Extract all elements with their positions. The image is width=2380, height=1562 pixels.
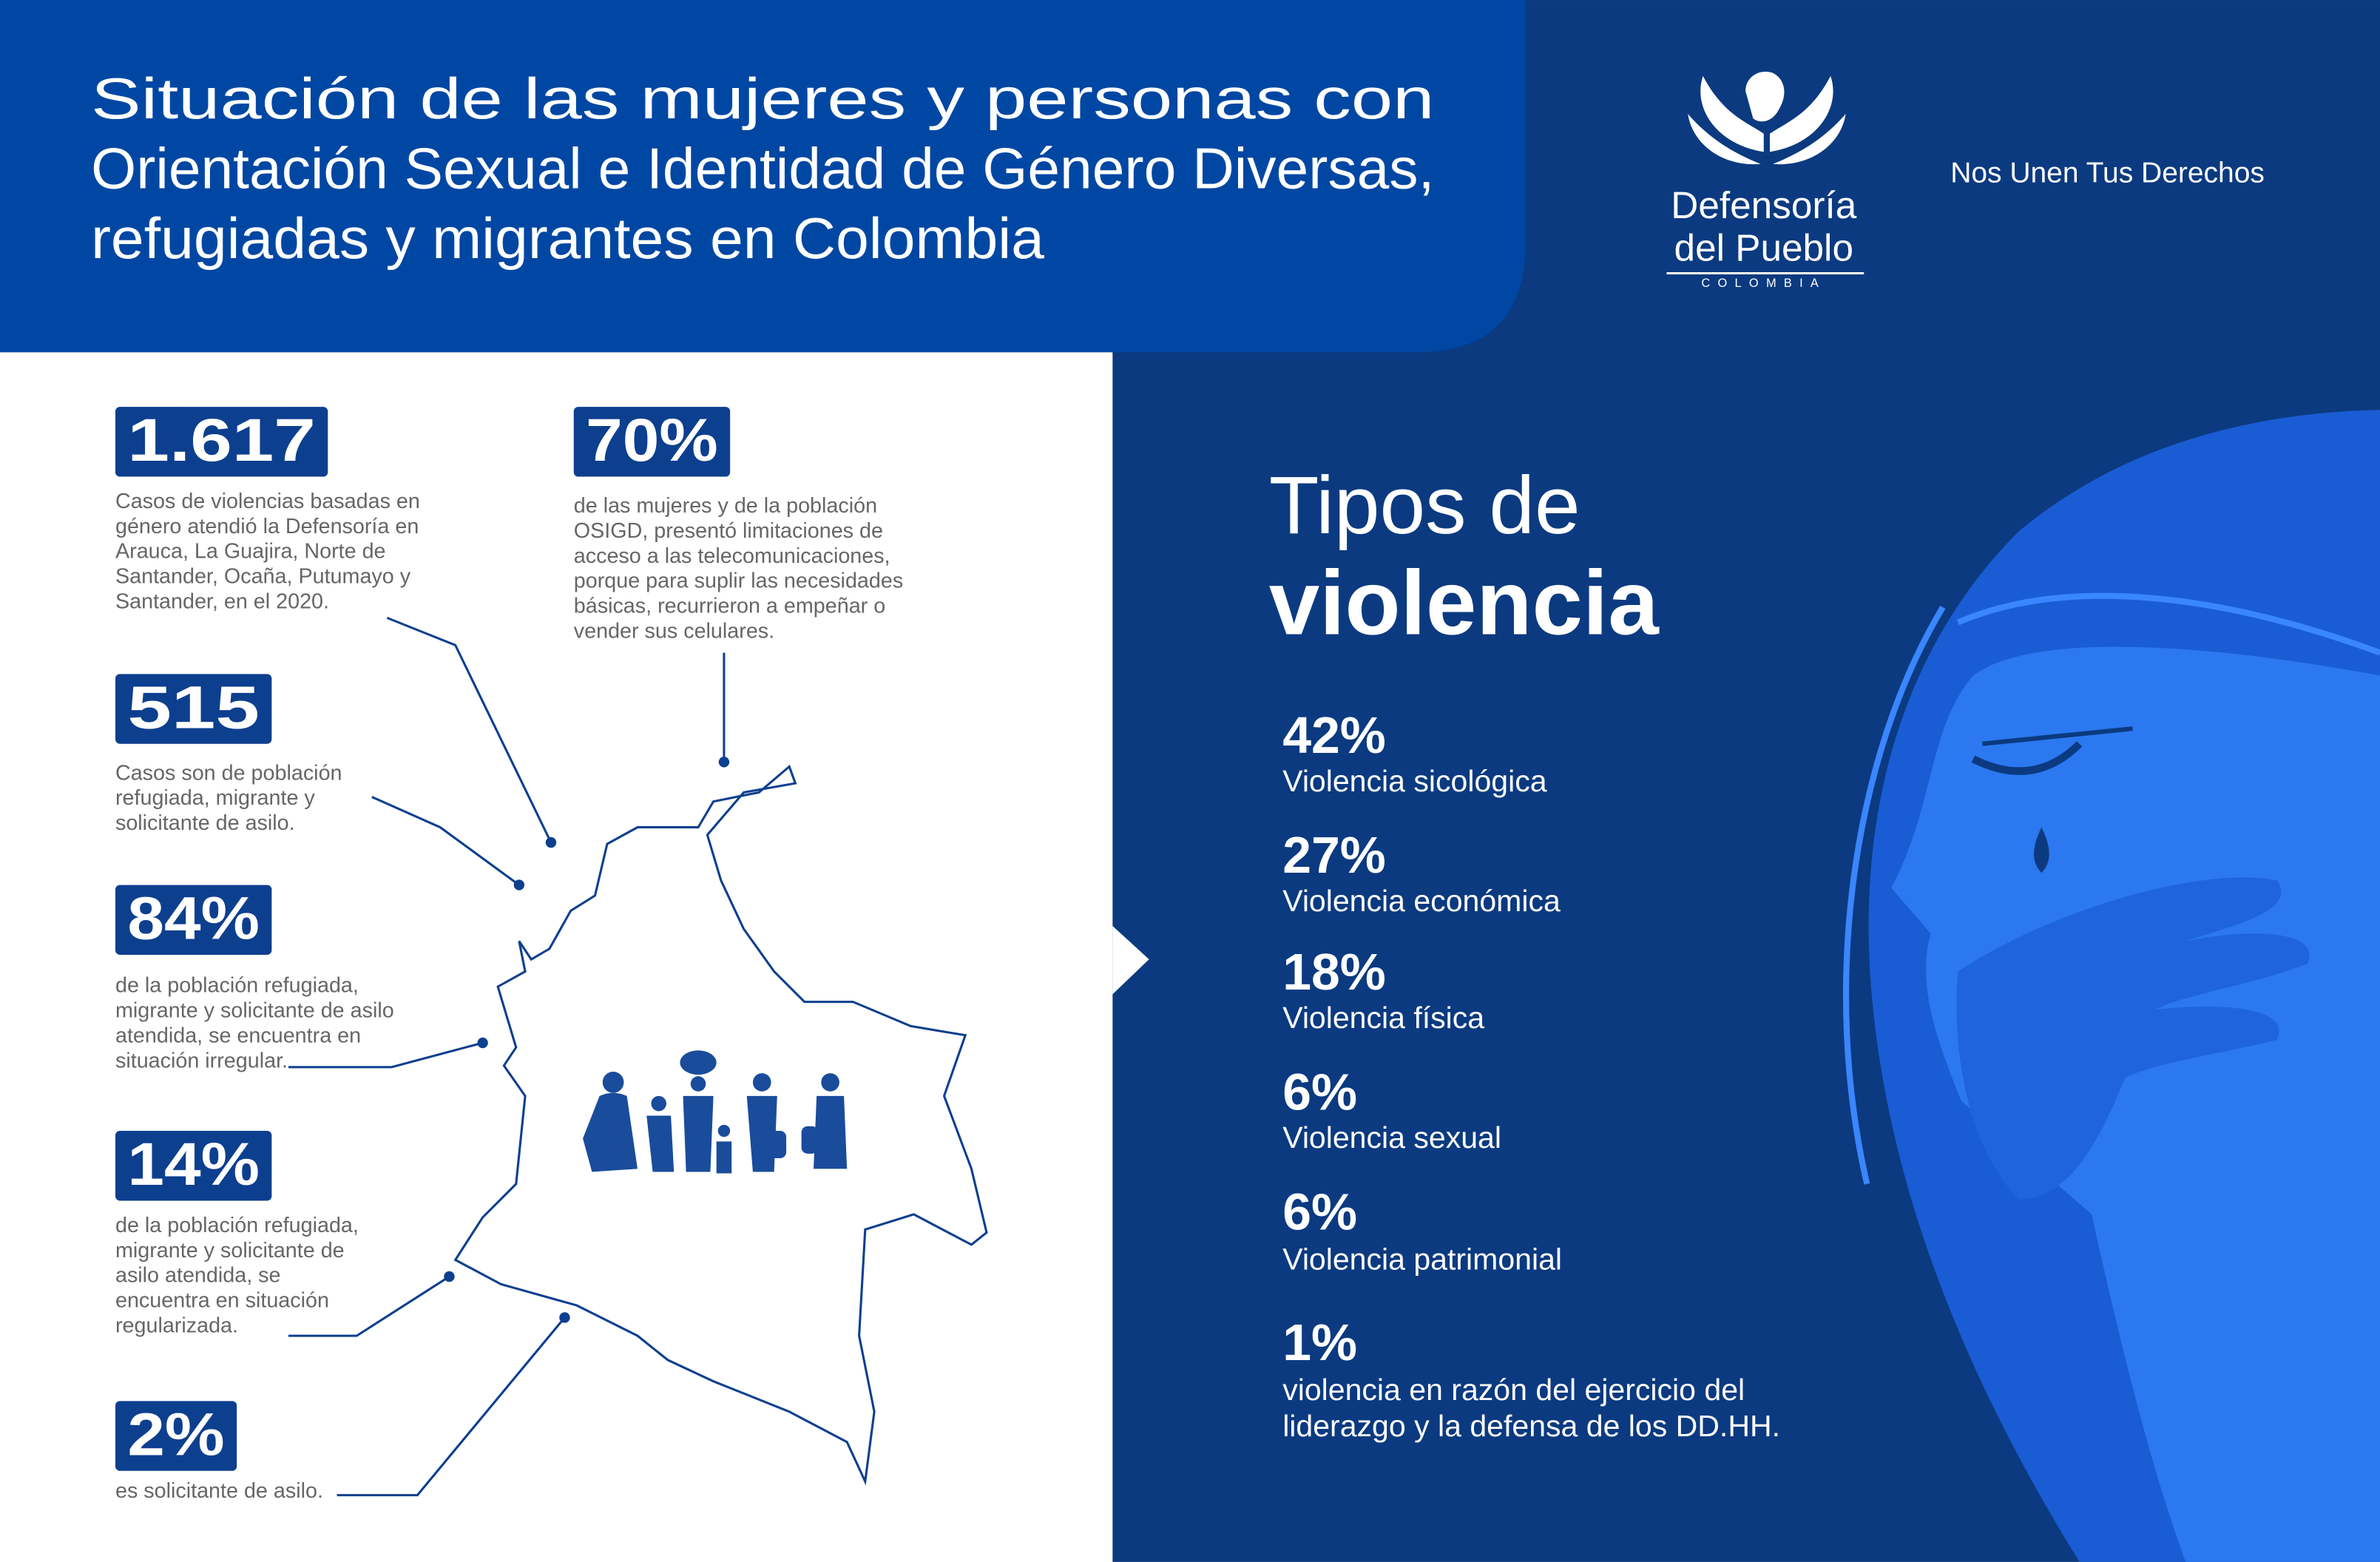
stat-description: situación irregular. (115, 1049, 288, 1072)
violence-label: violencia en razón del ejercicio del (1282, 1373, 1745, 1407)
stat-description: Santander, en el 2020. (115, 589, 329, 613)
stat-description: género atendió la Defensoría en (115, 515, 419, 538)
colombia-map (453, 764, 988, 1486)
tagline: Nos Unen Tus Derechos (1950, 157, 2265, 189)
stat-box (115, 885, 272, 955)
stat-description: asilo atendida, se (115, 1264, 281, 1288)
stat-value: 515 (127, 674, 260, 741)
stat-description: solicitante de asilo. (115, 811, 295, 835)
stat-value: 2% (127, 1401, 224, 1468)
logo-name: Defensoría (1671, 184, 1856, 226)
section-heading: Tipos de (1269, 460, 1581, 551)
stat-box (115, 674, 272, 744)
stat-description: Casos son de población (115, 761, 342, 785)
migrants-silhouette (583, 1050, 848, 1174)
violence-percent: 1% (1282, 1314, 1357, 1371)
stat-value: 1.617 (127, 407, 315, 474)
stat-description: acceso a las telecomunicaciones, (574, 544, 890, 568)
violence-label: Violencia física (1282, 1001, 1484, 1035)
stat-description: básicas, recurrieron a empeñar o (574, 595, 885, 618)
violence-label: liderazgo y la defensa de los DD.HH. (1282, 1409, 1780, 1443)
stat-box (573, 407, 731, 477)
title-line: Orientación Sexual e Identidad de Género… (91, 136, 1434, 201)
stat-description: Casos de violencias basadas en (115, 490, 420, 513)
stat-description: es solicitante de asilo. (115, 1479, 323, 1503)
violence-label: Violencia sicológica (1282, 764, 1547, 798)
stat-box (115, 1131, 272, 1201)
violence-percent: 18% (1282, 943, 1386, 1001)
stat-description: encuentra en situación (115, 1289, 329, 1313)
violence-label: Violencia económica (1282, 884, 1561, 918)
stat-value: 70% (586, 407, 718, 474)
notch (1112, 925, 1149, 995)
stat-description: atendida, se encuentra en (115, 1024, 361, 1047)
title-line: refugiadas y migrantes en Colombia (91, 206, 1044, 271)
title-panel (0, 0, 1526, 353)
violence-percent: 6% (1282, 1063, 1357, 1120)
stat-box (115, 407, 328, 477)
stat-box (115, 1401, 237, 1471)
stat-description: Santander, Ocaña, Putumayo y (115, 565, 411, 589)
woman-illustration (1842, 410, 2380, 1562)
stat-value: 14% (127, 1131, 260, 1198)
violence-percent: 42% (1282, 706, 1386, 764)
title-line: Situación de las mujeres y personas con (91, 66, 1434, 131)
stat-description: vender sus celulares. (574, 619, 774, 643)
connector-dots (444, 757, 730, 1323)
stat-description: de la población refugiada, (115, 1214, 359, 1237)
stat-description: migrante y solicitante de (115, 1239, 345, 1262)
stat-description: Arauca, La Guajira, Norte de (115, 540, 386, 564)
violence-label: Violencia sexual (1282, 1120, 1501, 1154)
violence-percent: 27% (1282, 826, 1386, 884)
violence-label: Violencia patrimonial (1282, 1242, 1562, 1276)
connectors (288, 616, 726, 1497)
logo-name: del Pueblo (1674, 226, 1853, 268)
stat-description: de las mujeres y de la población (574, 494, 877, 518)
stat-description: refugiada, migrante y (115, 786, 315, 810)
violence-percent: 6% (1282, 1183, 1357, 1240)
logo-emblem (1688, 71, 1846, 165)
stat-description: regularizada. (115, 1314, 238, 1337)
stat-value: 84% (127, 885, 260, 953)
stat-description: OSIGD, presentó limitaciones de (574, 519, 883, 543)
section-heading: violencia (1269, 553, 1660, 655)
stat-description: migrante y solicitante de asilo (115, 999, 394, 1023)
stat-description: de la población refugiada, (115, 974, 359, 998)
logo-country: COLOMBIA (1701, 277, 1826, 290)
stat-description: porque para suplir las necesidades (574, 569, 903, 593)
